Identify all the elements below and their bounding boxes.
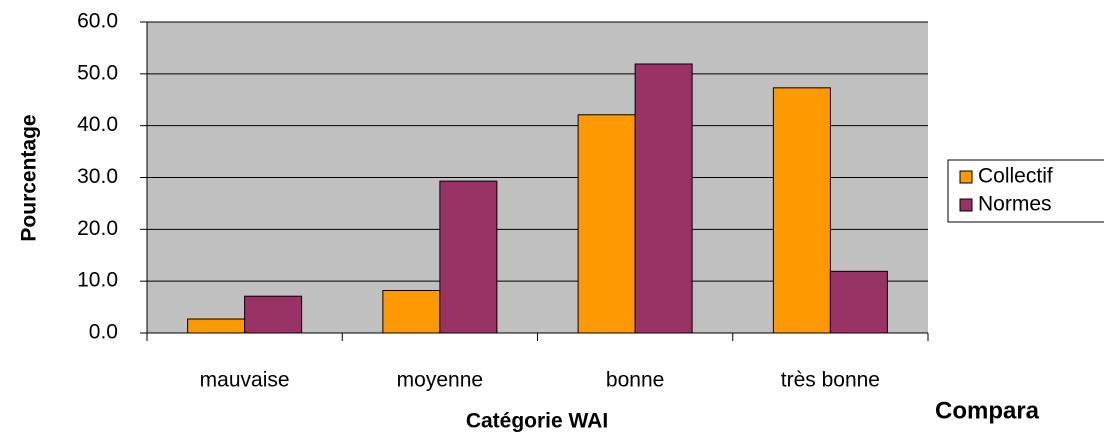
bar	[439, 180, 498, 334]
y-tick-label: 40.0	[77, 113, 118, 136]
legend-swatch	[959, 170, 973, 184]
bar	[634, 63, 693, 334]
legend-label: Collectif	[978, 165, 1053, 188]
y-tick-label: 0.0	[89, 321, 118, 344]
legend-label: Normes	[978, 193, 1052, 216]
bar	[772, 87, 831, 334]
bar	[577, 114, 636, 334]
y-tick-label: 60.0	[77, 10, 118, 33]
bar	[187, 318, 246, 334]
bar	[382, 289, 441, 334]
y-tick-label: 30.0	[77, 165, 118, 188]
legend-box	[947, 159, 1104, 223]
y-axis-label: Pourcentage	[18, 114, 41, 241]
x-tick-label: moyenne	[397, 369, 483, 392]
x-tick-label: mauvaise	[200, 369, 290, 392]
y-tick-label: 50.0	[77, 61, 118, 84]
annotation: Compara	[935, 397, 1040, 424]
y-tick-label: 10.0	[77, 269, 118, 292]
x-tick-label: bonne	[606, 369, 664, 392]
y-tick-label: 20.0	[77, 217, 118, 240]
bar	[244, 295, 303, 334]
x-tick-label: très bonne	[781, 369, 880, 392]
x-axis-label: Catégorie WAI	[466, 410, 608, 433]
legend-swatch	[959, 198, 973, 212]
bar	[829, 270, 888, 334]
